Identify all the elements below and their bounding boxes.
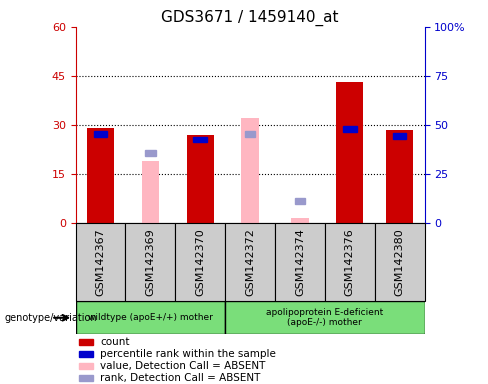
Bar — [225, 301, 425, 334]
Bar — [79, 375, 93, 381]
Bar — [145, 150, 156, 156]
Bar — [87, 128, 114, 223]
Text: GSM142380: GSM142380 — [395, 228, 405, 296]
Bar — [76, 223, 125, 301]
Bar — [142, 161, 159, 223]
Bar — [79, 339, 93, 345]
Bar — [186, 135, 214, 223]
Text: GSM142367: GSM142367 — [96, 228, 105, 296]
Bar — [79, 351, 93, 357]
Bar — [245, 131, 255, 137]
Bar — [336, 83, 364, 223]
Title: GDS3671 / 1459140_at: GDS3671 / 1459140_at — [162, 9, 339, 25]
Text: percentile rank within the sample: percentile rank within the sample — [100, 349, 276, 359]
Text: genotype/variation: genotype/variation — [5, 313, 98, 323]
Text: wildtype (apoE+/+) mother: wildtype (apoE+/+) mother — [88, 313, 213, 322]
Bar — [79, 363, 93, 369]
Bar — [393, 132, 407, 139]
Text: rank, Detection Call = ABSENT: rank, Detection Call = ABSENT — [100, 373, 261, 383]
Bar — [275, 223, 325, 301]
Bar — [76, 301, 225, 334]
Text: GSM142374: GSM142374 — [295, 228, 305, 296]
Text: apolipoprotein E-deficient
(apoE-/-) mother: apolipoprotein E-deficient (apoE-/-) mot… — [266, 308, 384, 328]
Text: value, Detection Call = ABSENT: value, Detection Call = ABSENT — [100, 361, 265, 371]
Text: GSM142376: GSM142376 — [345, 228, 355, 296]
Bar — [291, 218, 309, 223]
Bar — [325, 223, 375, 301]
Text: GSM142369: GSM142369 — [145, 228, 155, 296]
Bar — [225, 223, 275, 301]
Text: GSM142372: GSM142372 — [245, 228, 255, 296]
Bar — [343, 126, 357, 132]
Bar — [295, 198, 305, 204]
Text: GSM142370: GSM142370 — [195, 228, 205, 296]
Bar — [125, 223, 175, 301]
Bar — [175, 223, 225, 301]
Bar — [386, 130, 413, 223]
Text: count: count — [100, 337, 130, 347]
Bar — [375, 223, 425, 301]
Bar — [94, 131, 107, 137]
Bar — [193, 137, 207, 142]
Bar — [242, 118, 259, 223]
